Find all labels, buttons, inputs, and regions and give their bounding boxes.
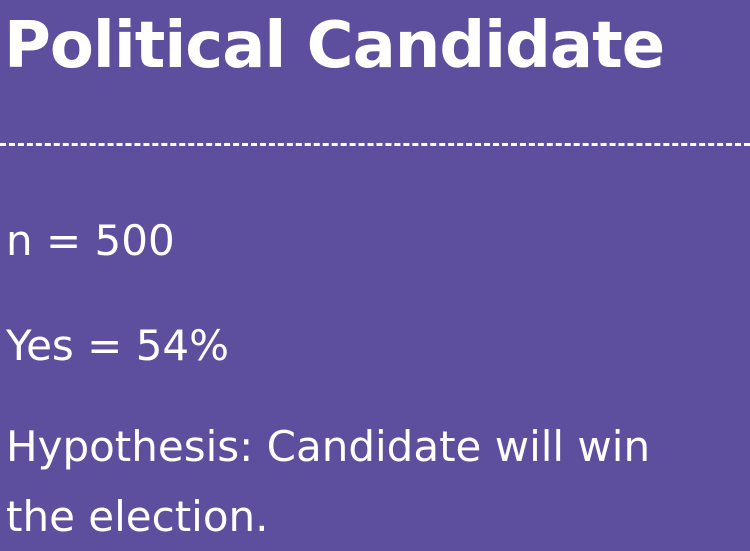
hypothesis-text-line-1: Hypothesis: Candidate will win (6, 422, 651, 471)
dashed-divider (0, 143, 750, 146)
slide-title: Political Candidate (4, 9, 665, 83)
yes-percentage-text: Yes = 54% (6, 321, 230, 370)
sample-size-text: n = 500 (6, 216, 175, 265)
hypothesis-text-line-2: the election. (6, 492, 269, 541)
